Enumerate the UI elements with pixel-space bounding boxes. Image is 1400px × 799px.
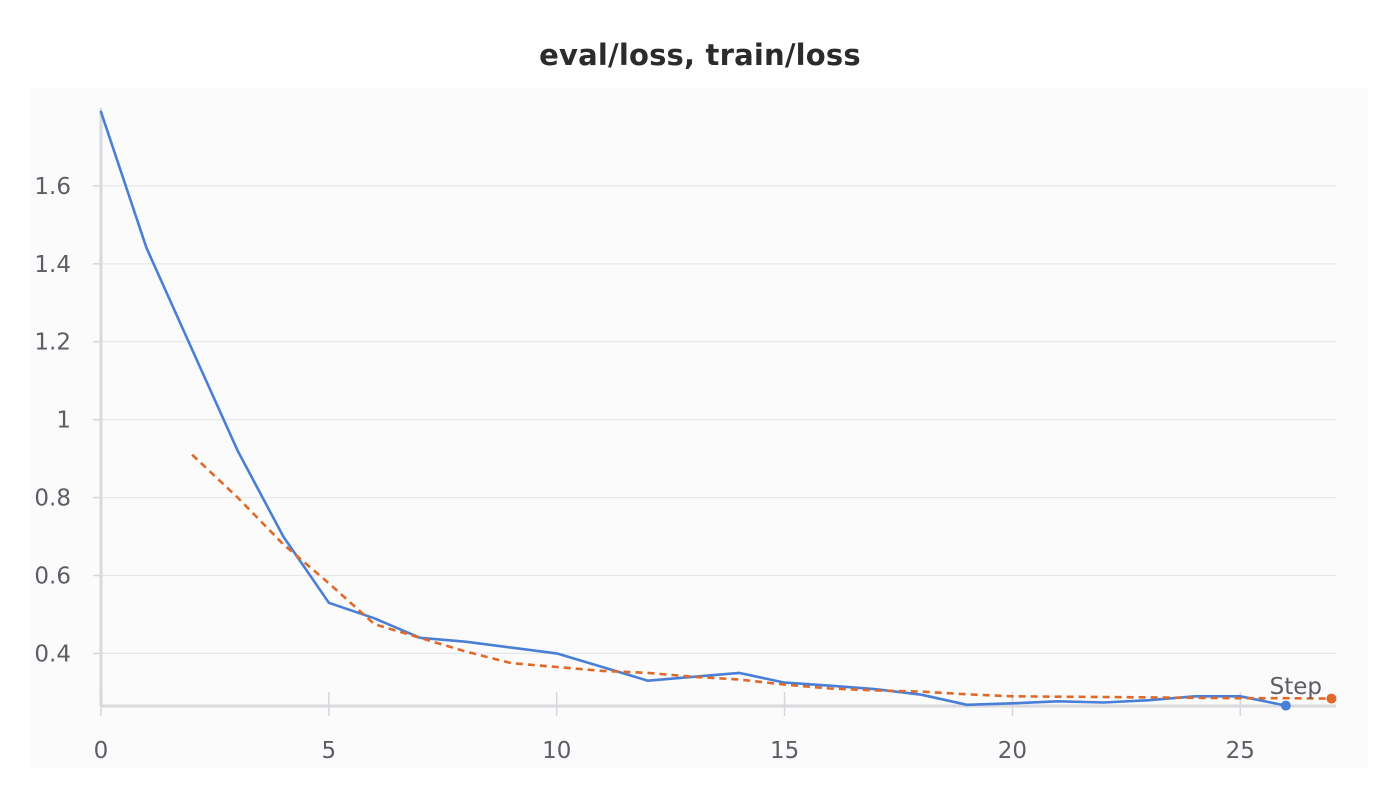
series-1-point[interactable] [1146, 694, 1152, 700]
series-line-1[interactable] [191, 453, 1332, 700]
series-1-point[interactable] [645, 670, 651, 676]
series-1-point[interactable] [463, 648, 469, 654]
series-0-point[interactable] [189, 347, 195, 353]
series-0-point[interactable] [1009, 700, 1015, 706]
x-tick-label: 20 [998, 738, 1027, 764]
series-0-point[interactable] [645, 678, 651, 684]
series-0-end-marker[interactable] [1280, 700, 1291, 711]
series-0-point[interactable] [554, 650, 560, 656]
series-1-point[interactable] [1237, 695, 1243, 701]
series-group [98, 109, 1337, 711]
plot-background [30, 88, 1368, 768]
y-tick-label: 0.8 [34, 486, 71, 512]
x-axis-label: Step [1270, 674, 1322, 700]
series-0-point[interactable] [144, 245, 150, 251]
series-1-point[interactable] [690, 674, 696, 680]
y-tick-label: 0.4 [34, 641, 71, 667]
series-1-point[interactable] [1101, 694, 1107, 700]
y-tick-label: 1.4 [34, 252, 71, 278]
series-0-point[interactable] [326, 600, 332, 606]
axes [93, 108, 1336, 716]
series-0-point[interactable] [235, 448, 241, 454]
series-1-point[interactable] [782, 682, 788, 688]
x-tick-label: 10 [542, 738, 571, 764]
x-tick-label: 0 [94, 738, 109, 764]
series-1-end-marker[interactable] [1326, 693, 1337, 704]
series-1-point[interactable] [554, 664, 560, 670]
x-tick-label: 5 [322, 738, 337, 764]
series-1-point[interactable] [736, 677, 742, 683]
y-tick-label: 1.6 [34, 174, 71, 200]
series-0-point[interactable] [508, 645, 514, 651]
series-1-point[interactable] [1055, 694, 1061, 700]
series-1-point[interactable] [417, 635, 423, 641]
series-1-point[interactable] [873, 687, 879, 693]
series-0-point[interactable] [964, 702, 970, 708]
series-0-point[interactable] [280, 534, 286, 540]
series-0-point[interactable] [1101, 699, 1107, 705]
series-1-point[interactable] [1192, 695, 1198, 701]
series-1-point[interactable] [235, 495, 241, 501]
series-0-point[interactable] [371, 615, 377, 621]
x-tick-label: 25 [1226, 738, 1255, 764]
series-0-point[interactable] [98, 109, 104, 115]
series-1-point[interactable] [599, 668, 605, 674]
series-1-point[interactable] [964, 691, 970, 697]
y-tick-label: 0.6 [34, 563, 71, 589]
series-1-point[interactable] [918, 689, 924, 695]
y-tick-label: 1 [56, 408, 71, 434]
series-0-point[interactable] [463, 639, 469, 645]
series-1-point[interactable] [371, 621, 377, 627]
series-1-point[interactable] [280, 541, 286, 547]
series-1-point[interactable] [189, 452, 195, 458]
series-1-point[interactable] [827, 685, 833, 691]
series-1-point[interactable] [326, 580, 332, 586]
grid-lines [101, 185, 1336, 655]
chart-title: eval/loss, train/loss [539, 38, 861, 72]
x-tick-label: 15 [770, 738, 799, 764]
series-1-point[interactable] [508, 660, 514, 666]
y-tick-label: 1.2 [34, 330, 71, 356]
tick-labels: 0.4 0.6 0.8 1 1.2 1.4 1.6 0 5 10 15 20 25 Step [34, 174, 1322, 764]
series-1-point[interactable] [1009, 693, 1015, 699]
series-0-point[interactable] [736, 670, 742, 676]
